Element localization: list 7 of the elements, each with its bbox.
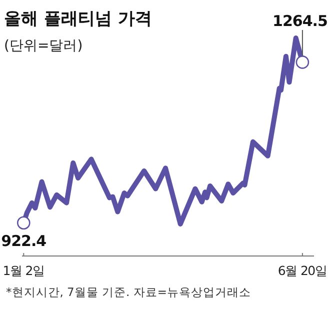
x-tick-label: 6월 20일 [278, 263, 327, 278]
text: *현지시간, 7월물 기준. 자료=뉴욕상업거래소 [6, 285, 251, 299]
chart-subtitle: (단위=달러) [4, 38, 83, 54]
data-label: 1264.5 [272, 12, 328, 30]
chart-title: 올해 플래티넘 가격 [4, 9, 152, 29]
x-tick-label: 1월 2일 [2, 263, 45, 278]
data-label: 922.4 [1, 232, 46, 250]
